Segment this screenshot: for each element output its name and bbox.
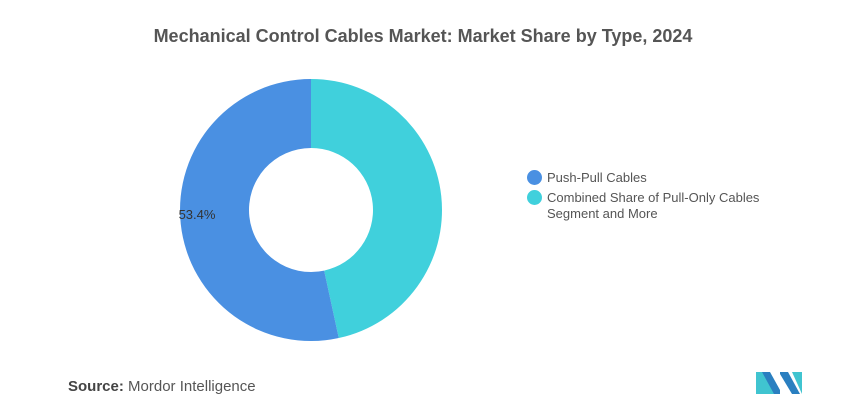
- legend-swatch-icon: [527, 170, 542, 185]
- legend-item-push-pull: Push-Pull Cables: [527, 170, 777, 186]
- mordor-logo-icon: [756, 372, 802, 394]
- source-label: Source:: [68, 378, 124, 395]
- data-label: 53.4%: [179, 207, 216, 222]
- legend-swatch-icon: [527, 190, 542, 205]
- chart-title: Mechanical Control Cables Market: Market…: [153, 26, 693, 46]
- donut-slice: [311, 79, 442, 339]
- legend-item-pull-only: Combined Share of Pull-Only Cables Segme…: [527, 190, 777, 222]
- legend-label: Push-Pull Cables: [547, 170, 647, 185]
- legend: Push-Pull Cables Combined Share of Pull-…: [527, 170, 777, 226]
- donut-slice: [179, 79, 339, 341]
- source-note: Source: Mordor Intelligence: [68, 378, 256, 395]
- legend-label: Combined Share of Pull-Only Cables Segme…: [547, 190, 760, 221]
- source-value: Mordor Intelligence: [128, 378, 256, 395]
